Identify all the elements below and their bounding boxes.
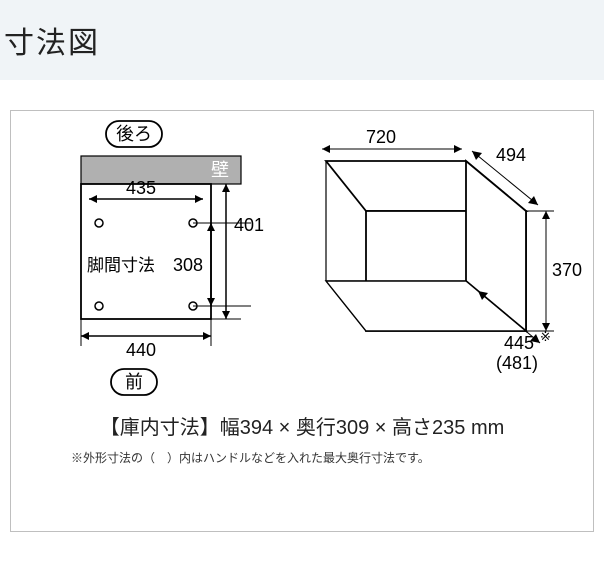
box-top-right-dim: 494 [496,145,526,165]
box-depth-star: ※ [540,329,551,344]
diagram-frame: 後ろ 壁 435 脚間寸法 401 [10,110,594,532]
bottom-dim: 440 [126,340,156,360]
leg-span-label: 脚間寸法 [87,256,155,275]
wall-label: 壁 [211,160,229,180]
page-title: 寸法図 [4,27,100,60]
caption-note: ※外形寸法の（ ）内はハンドルなどを入れた最大奥行寸法です。 [71,449,430,466]
right-dim-inner: 308 [173,255,203,275]
top-dim: 435 [126,178,156,198]
page-root: 寸法図 後ろ 壁 435 脚間寸法 [0,0,604,588]
caption-main: 【庫内寸法】幅394 × 奥行309 × 高さ235 mm [11,411,593,440]
footprint-diagram: 後ろ 壁 435 脚間寸法 401 [51,111,311,411]
right-dim-outer: 401 [234,215,264,235]
box-depth-paren: (481) [496,353,538,373]
box-depth-dim: 445 [504,333,534,353]
front-label: 前 [125,372,143,392]
box-height-dim: 370 [552,260,582,280]
rear-label: 後ろ [116,124,152,144]
box-top-back-dim: 720 [366,127,396,147]
box3d-diagram: 720 494 370 445 ※ (481) [296,111,596,411]
title-bar: 寸法図 [0,0,604,80]
